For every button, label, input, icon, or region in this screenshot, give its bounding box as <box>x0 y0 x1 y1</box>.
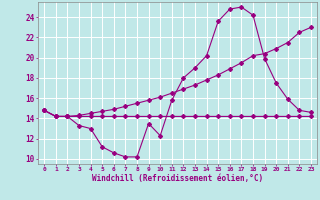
X-axis label: Windchill (Refroidissement éolien,°C): Windchill (Refroidissement éolien,°C) <box>92 174 263 183</box>
